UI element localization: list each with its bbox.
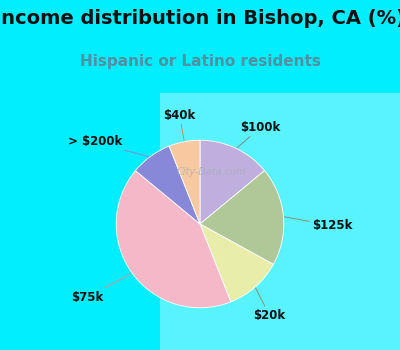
Text: $125k: $125k — [284, 217, 352, 232]
Text: City-Data.com: City-Data.com — [177, 167, 247, 177]
Text: $40k: $40k — [164, 108, 196, 141]
Wedge shape — [200, 140, 264, 224]
Text: > $200k: > $200k — [68, 135, 149, 157]
Text: $100k: $100k — [237, 121, 281, 148]
Text: Income distribution in Bishop, CA (%): Income distribution in Bishop, CA (%) — [0, 9, 400, 28]
Wedge shape — [136, 146, 200, 224]
Wedge shape — [116, 170, 231, 308]
Bar — [160, 93, 400, 350]
Text: $20k: $20k — [254, 288, 286, 322]
Wedge shape — [200, 170, 284, 264]
Text: $75k: $75k — [72, 274, 131, 303]
Text: Hispanic or Latino residents: Hispanic or Latino residents — [80, 54, 320, 69]
Wedge shape — [169, 140, 200, 224]
Wedge shape — [200, 224, 274, 302]
